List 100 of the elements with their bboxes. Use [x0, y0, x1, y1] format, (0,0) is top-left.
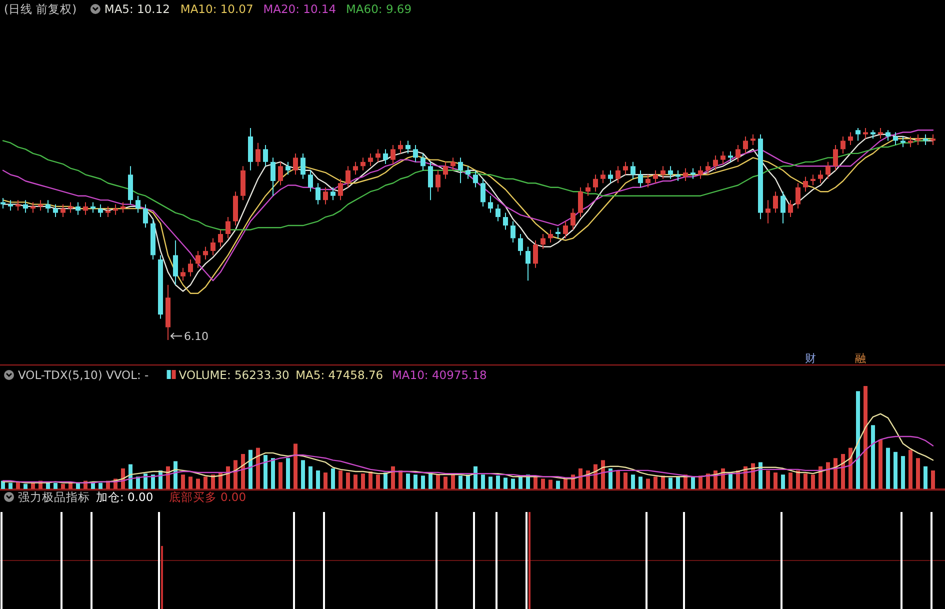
- bar: [8, 482, 12, 489]
- text: 底部买多 0.00: [168, 490, 246, 504]
- candlestick: [848, 132, 853, 146]
- candlestick: [420, 152, 426, 171]
- candlestick: [113, 204, 118, 216]
- bar: [826, 462, 830, 489]
- text: MA60: 9.69: [346, 2, 412, 16]
- candlestick: [450, 157, 456, 171]
- bar: [758, 462, 762, 489]
- bar: [856, 391, 860, 489]
- candlestick: [16, 200, 20, 212]
- candlestick: [780, 191, 786, 224]
- candlestick: [683, 168, 688, 182]
- bar: [886, 448, 890, 489]
- candlestick: [893, 132, 898, 146]
- bar: [578, 468, 582, 489]
- candlestick: [863, 128, 868, 140]
- candlestick: [630, 161, 636, 180]
- bar: [481, 474, 485, 489]
- bar: [181, 474, 185, 489]
- bar: [834, 458, 838, 489]
- candlestick: [608, 170, 613, 184]
- candlestick: [518, 234, 523, 256]
- candlestick: [203, 246, 208, 260]
- bar: [278, 462, 282, 489]
- bar: [151, 474, 155, 489]
- text: MA10: 40975.18: [392, 368, 487, 382]
- bar: [354, 474, 358, 489]
- bar: [196, 478, 200, 489]
- candlestick: [23, 200, 28, 214]
- bar: [556, 480, 560, 489]
- candlestick: [668, 166, 673, 180]
- candlestick: [773, 191, 778, 214]
- bar: [451, 474, 455, 489]
- candlestick: [376, 148, 380, 162]
- bar: [661, 476, 665, 489]
- bar: [188, 476, 192, 489]
- candlestick: [660, 166, 666, 180]
- candlestick: [30, 202, 36, 214]
- candlestick: [878, 128, 883, 140]
- bar: [144, 474, 148, 489]
- bar: [924, 466, 928, 489]
- candlestick: [638, 170, 643, 188]
- bar: [248, 450, 252, 489]
- candlestick: [300, 152, 306, 180]
- candlestick: [548, 229, 553, 243]
- bar: [646, 478, 650, 489]
- candlestick: [256, 142, 260, 167]
- bar: [541, 478, 545, 489]
- bar: [654, 476, 658, 489]
- candlestick: [278, 161, 283, 186]
- candlestick: [750, 134, 756, 146]
- candlestick: [428, 161, 433, 201]
- candlestick: [120, 202, 126, 214]
- bar: [16, 482, 20, 489]
- bar: [391, 466, 395, 489]
- candlestick: [600, 170, 606, 184]
- bar: [781, 474, 785, 489]
- candlestick: [323, 186, 328, 205]
- text: MA20: 10.14: [263, 2, 336, 16]
- bar: [54, 482, 58, 489]
- bar: [548, 480, 552, 489]
- candlestick: [698, 166, 703, 180]
- candlestick: [390, 144, 396, 165]
- candlestick: [503, 212, 508, 230]
- candlestick: [788, 200, 793, 218]
- candlestick: [353, 161, 358, 176]
- candlestick: [210, 238, 216, 256]
- candlestick: [676, 170, 680, 182]
- candlestick: [98, 204, 103, 218]
- candlestick: [480, 178, 486, 207]
- bar: [234, 460, 238, 489]
- candlestick: [360, 157, 366, 171]
- candlestick: [286, 161, 290, 176]
- bar: [286, 458, 290, 489]
- text: MA10: 10.07: [180, 2, 254, 16]
- bar: [414, 474, 418, 489]
- bar: [316, 470, 320, 489]
- legend-label: VOLUME: 56233.30: [178, 368, 290, 382]
- candlestick: [383, 148, 388, 165]
- bar: [331, 468, 335, 489]
- candlestick: [646, 174, 650, 188]
- bar: [421, 476, 425, 489]
- candlestick: [923, 134, 928, 146]
- candlestick: [90, 202, 96, 214]
- bar: [608, 468, 612, 489]
- candlestick: [466, 166, 470, 180]
- candlestick: [473, 170, 478, 188]
- bar: [271, 458, 275, 489]
- bar: [136, 476, 140, 489]
- candlestick: [196, 250, 200, 268]
- text: MA5: 10.12: [104, 2, 170, 16]
- bar: [98, 482, 102, 489]
- candlestick: [436, 170, 440, 192]
- candlestick: [68, 202, 73, 214]
- candlestick: [533, 240, 538, 268]
- candlestick: [526, 246, 530, 282]
- candlestick: [180, 267, 186, 282]
- bar: [174, 461, 178, 489]
- candlestick: [76, 202, 80, 216]
